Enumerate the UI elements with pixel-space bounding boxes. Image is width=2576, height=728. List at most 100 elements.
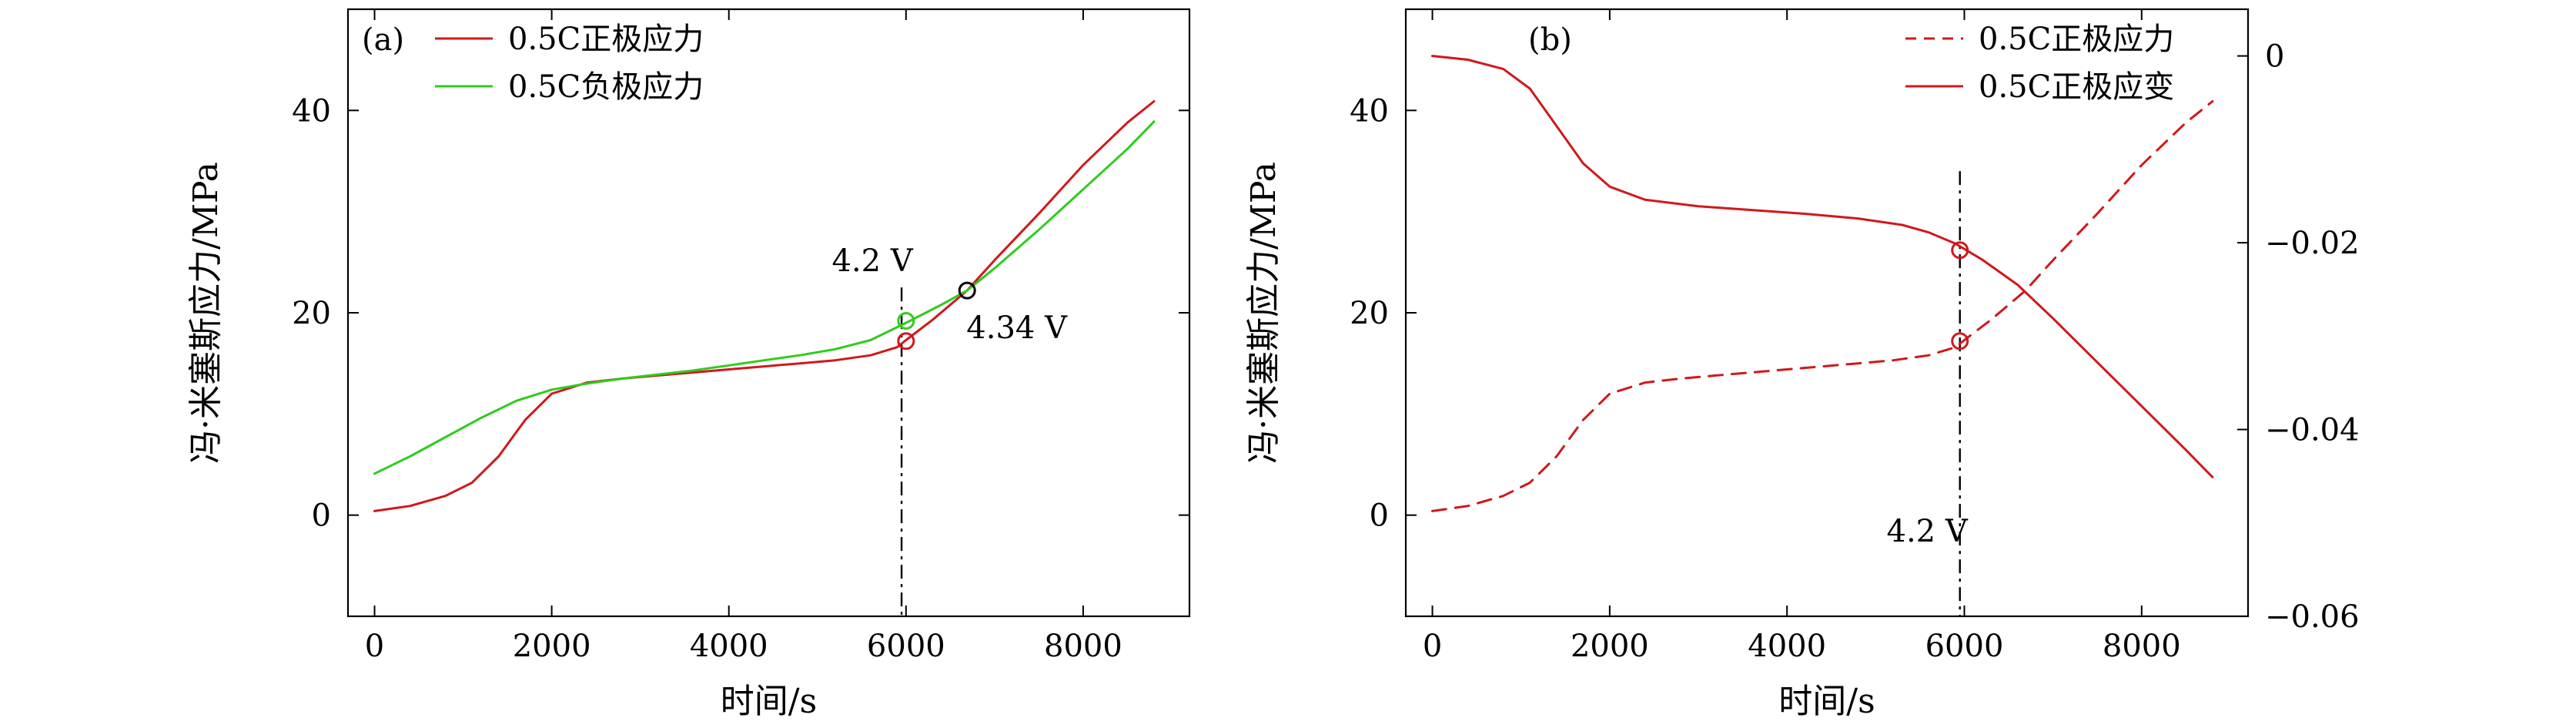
data-point [1153,100,1155,102]
data-point [2141,164,2143,166]
data-point [2096,213,2098,214]
series-line-2 [1431,55,2214,478]
data-point [1038,213,1039,214]
legend-entry: 0.5C正极应变 [1979,69,2174,105]
data-point [994,267,995,269]
data-point [693,371,694,373]
data-point [905,322,907,324]
data-point [480,417,481,418]
data-point [1804,213,1805,214]
data-point [550,393,552,394]
data-point [444,436,446,438]
data-point [444,495,446,497]
data-point [524,419,526,421]
data-point [764,360,765,361]
voltage-annotation: 4.2 V [1887,514,1969,549]
data-point [409,455,410,457]
data-point [1431,510,1433,512]
data-point [1609,186,1611,187]
series-line-1 [1431,100,2214,512]
y-tick-label: 20 [292,296,331,331]
voltage-annotation: 4.34 V [966,310,1068,346]
voltage-annotation: 4.2 V [832,243,914,279]
panel-b: 0 2000 4000 6000 8000 0 20 40 0 −0.02 −0.04 −0.06 时间… [1244,8,2360,721]
data-point [728,368,730,370]
data-point [941,304,942,305]
x-tick-label: 0 [1423,629,1442,664]
data-point [2052,317,2054,319]
marker-circle [897,312,915,330]
data-point [1751,209,1752,210]
data-point [1902,224,1903,226]
data-point [373,510,375,512]
data-point [870,339,871,341]
data-point [905,339,907,341]
data-point [1082,164,1084,166]
data-point [1503,68,1504,69]
data-point [932,319,933,320]
x-tick-label: 6000 [1925,629,2004,664]
data-point [799,354,801,356]
data-point [1990,319,1992,320]
panel-label: (a) [362,22,404,58]
panel-a: 0 2000 4000 6000 8000 0 20 40 时间/s 冯·米塞斯应力/MPa (a)… [186,8,1191,721]
series-line-2 [373,120,1156,475]
data-point [994,260,995,261]
series-line-1 [373,100,1156,512]
data-point [1981,259,1982,260]
marker-circle [1951,332,1969,351]
data-point [2212,476,2213,478]
data-point [2141,405,2143,407]
y-tick-label: 0 [1370,498,1389,534]
y2-tick-label: −0.02 [2265,226,2360,261]
data-point [1644,199,1646,200]
data-point [870,354,871,356]
data-point [1431,55,1433,56]
marker-circle [958,281,976,300]
data-point [728,364,730,366]
data-point [657,374,659,375]
y2-tick-label: −0.06 [2265,599,2360,635]
data-point [1153,121,1155,122]
marker-circle [1951,241,1969,260]
data-point [1857,217,1858,219]
y2-tick-label: 0 [2265,39,2284,75]
data-point [1082,189,1084,190]
data-point [550,389,552,391]
data-point [1582,163,1584,164]
data-point [1892,360,1894,361]
y-axis-label: 冯·米塞斯应力/MPa [186,162,226,464]
data-point [1822,365,1823,367]
data-point [693,370,694,371]
y2-tick-label: −0.04 [2265,413,2360,448]
data-point [1751,371,1752,373]
x-tick-label: 4000 [690,629,768,664]
data-point [1467,505,1468,507]
data-point [515,400,517,401]
data-point [586,383,587,384]
data-point [2185,449,2186,451]
data-point [1038,229,1039,230]
x-tick-label: 8000 [1044,629,1122,664]
x-tick-label: 0 [365,629,384,664]
data-point [1698,206,1699,207]
data-point [1126,122,1128,123]
y-axis-label: 冯·米塞斯应力/MPa [1244,162,1283,464]
marker-circle [897,332,915,351]
data-point [835,360,836,361]
data-point [1928,354,1929,356]
data-point [1715,374,1717,376]
data-point [2185,122,2186,123]
data-point [1609,393,1611,394]
data-point [2052,260,2054,261]
data-point [799,363,801,364]
data-point [896,347,898,348]
x-axis-label: 时间/s [1778,682,1875,721]
legend-entry: 0.5C正极应力 [508,22,704,57]
data-point [1126,148,1128,149]
y-tick-label: 20 [1350,296,1389,331]
data-point [1556,125,1557,126]
data-point [497,455,499,457]
legend-entry: 0.5C负极应力 [508,69,704,105]
data-point [373,473,375,475]
